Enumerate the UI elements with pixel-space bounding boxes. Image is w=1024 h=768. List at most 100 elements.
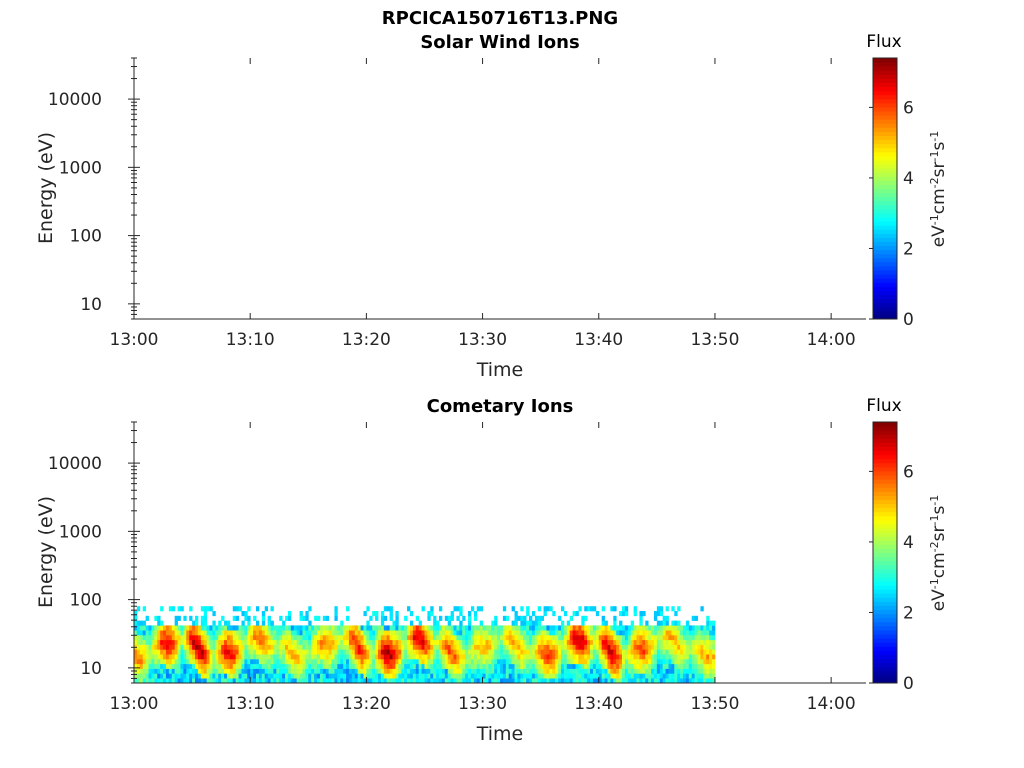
spectrogram-cell bbox=[424, 654, 428, 660]
spectrogram-cell bbox=[412, 654, 417, 660]
solar-wind-colorbar-units: eV-1cm-2sr-1s-1 bbox=[928, 131, 950, 248]
spectrogram-cell bbox=[296, 659, 300, 665]
spectrogram-cell bbox=[311, 639, 315, 645]
spectrogram-cell bbox=[613, 615, 617, 621]
spectrogram-cell bbox=[296, 644, 300, 650]
spectrogram-cell bbox=[264, 635, 269, 641]
spectrogram-cell bbox=[534, 649, 539, 655]
spectrogram-cell bbox=[468, 635, 472, 641]
spectrogram-cell bbox=[366, 630, 370, 636]
spectrogram-cell bbox=[537, 615, 542, 621]
spectrogram-cell bbox=[346, 673, 350, 679]
spectrogram-cell bbox=[221, 673, 225, 679]
spectrogram-cell bbox=[375, 668, 379, 674]
spectrogram-cell bbox=[645, 663, 649, 669]
spectrogram-cell bbox=[543, 659, 547, 665]
spectrogram-cell bbox=[502, 635, 507, 641]
spectrogram-cell bbox=[375, 663, 379, 669]
spectrogram-cell bbox=[520, 678, 524, 684]
spectrogram-cell bbox=[354, 635, 359, 641]
spectrogram-cell bbox=[534, 620, 539, 626]
spectrogram-cell bbox=[305, 663, 309, 669]
spectrogram-cell bbox=[581, 635, 585, 641]
spectrogram-cell bbox=[674, 678, 678, 684]
spectrogram-cell bbox=[578, 644, 582, 650]
spectrogram-cell bbox=[270, 678, 274, 684]
spectrogram-cell bbox=[624, 654, 629, 660]
spectrogram-cell bbox=[404, 639, 408, 645]
spectrogram-cell bbox=[662, 639, 666, 645]
spectrogram-cell bbox=[662, 659, 666, 665]
spectrogram-cell bbox=[163, 625, 167, 631]
spectrogram-cell bbox=[575, 668, 579, 674]
spectrogram-cell bbox=[502, 678, 507, 684]
spectrogram-cell bbox=[209, 654, 213, 660]
spectrogram-cell bbox=[200, 620, 205, 626]
spectrogram-cell bbox=[459, 649, 463, 655]
colorbar-step bbox=[873, 495, 897, 500]
spectrogram-cell bbox=[404, 663, 408, 669]
spectrogram-cell bbox=[482, 678, 486, 684]
spectrogram-cell bbox=[209, 649, 213, 655]
spectrogram-cell bbox=[653, 635, 658, 641]
spectrogram-cell bbox=[319, 668, 324, 674]
spectrogram-cell bbox=[517, 649, 521, 655]
spectrogram-cell bbox=[145, 654, 149, 660]
spectrogram-cell bbox=[157, 678, 161, 684]
spectrogram-cell bbox=[508, 673, 513, 679]
spectrogram-cell bbox=[619, 611, 623, 617]
spectrogram-cell bbox=[256, 668, 260, 674]
colorbar-step bbox=[873, 168, 897, 173]
spectrogram-cell bbox=[534, 678, 539, 684]
spectrogram-cell bbox=[285, 639, 289, 645]
spectrogram-cell bbox=[552, 644, 556, 650]
spectrogram-cell bbox=[651, 639, 655, 645]
spectrogram-cell bbox=[267, 620, 271, 626]
spectrogram-cell bbox=[145, 659, 149, 665]
spectrogram-cell bbox=[221, 635, 225, 641]
spectrogram-cell bbox=[584, 649, 588, 655]
spectrogram-cell bbox=[293, 678, 298, 684]
spectrogram-cell bbox=[285, 668, 289, 674]
spectrogram-cell bbox=[134, 659, 138, 665]
colorbar-step bbox=[873, 62, 897, 67]
spectrogram-cell bbox=[433, 654, 437, 660]
spectrogram-cell bbox=[473, 625, 478, 631]
spectrogram-cell bbox=[482, 654, 486, 660]
spectrogram-cell bbox=[337, 654, 341, 660]
spectrogram-cell bbox=[285, 630, 289, 636]
spectrogram-cell bbox=[648, 635, 652, 641]
spectrogram-cell bbox=[441, 663, 446, 669]
spectrogram-cell bbox=[505, 625, 510, 631]
spectrogram-cell bbox=[511, 649, 515, 655]
spectrogram-cell bbox=[282, 673, 286, 679]
spectrogram-cell bbox=[395, 659, 399, 665]
spectrogram-cell bbox=[653, 630, 658, 636]
colorbar-step bbox=[873, 646, 897, 651]
spectrogram-cell bbox=[270, 649, 274, 655]
spectrogram-cell bbox=[311, 663, 315, 669]
spectrogram-cell bbox=[697, 649, 701, 655]
spectrogram-cell bbox=[189, 654, 193, 660]
spectrogram-cell bbox=[665, 630, 669, 636]
spectrogram-cell bbox=[639, 635, 643, 641]
spectrogram-cell bbox=[314, 649, 318, 655]
spectrogram-cell bbox=[357, 644, 361, 650]
spectrogram-cell bbox=[267, 635, 271, 641]
spectrogram-cell bbox=[439, 663, 443, 669]
spectrogram-cell bbox=[590, 668, 594, 674]
spectrogram-cell bbox=[569, 678, 574, 684]
spectrogram-cell bbox=[604, 654, 608, 660]
spectrogram-cell bbox=[148, 654, 152, 660]
spectrogram-cell bbox=[279, 673, 283, 679]
spectrogram-cell bbox=[296, 663, 300, 669]
spectrogram-cell bbox=[261, 620, 266, 626]
spectrogram-cell bbox=[322, 635, 327, 641]
spectrogram-cell bbox=[624, 625, 629, 631]
spectrogram-cell bbox=[444, 668, 449, 674]
spectrogram-cell bbox=[334, 659, 338, 665]
spectrogram-cell bbox=[218, 663, 222, 669]
colorbar-step bbox=[873, 217, 897, 222]
spectrogram-cell bbox=[683, 659, 687, 665]
x-tick-label: 13:40 bbox=[574, 694, 623, 714]
